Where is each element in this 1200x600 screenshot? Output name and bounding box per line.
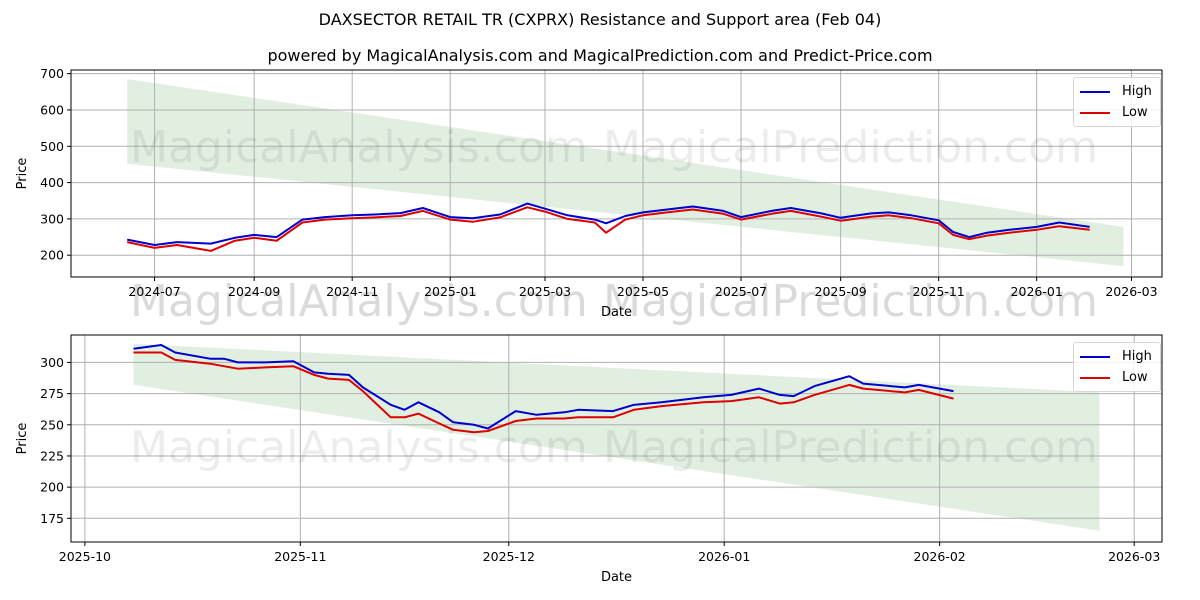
legend-low-label: Low — [1122, 105, 1148, 120]
y-tick-label: 500 — [40, 139, 64, 154]
resistance-support-band — [133, 343, 1100, 531]
x-tick-label: 2025-01 — [424, 284, 476, 299]
y-tick-label: 300 — [40, 211, 64, 226]
chart-panel-2: 175 200 225 250 275 300 2025-10 2025-11 2025-12 2… — [15, 276, 1163, 585]
watermark: MagicalPrediction.com — [603, 122, 1098, 173]
series-high — [133, 344, 954, 430]
watermark: MagicalAnalysis.com — [130, 276, 588, 327]
x-tick-label: 2025-12 — [483, 549, 535, 564]
x-tick-label: 2026-01 — [1011, 284, 1063, 299]
y-tick-label: 275 — [40, 386, 64, 401]
legend-high-label: High — [1122, 349, 1152, 364]
x-tick-label: 2026-03 — [1108, 549, 1160, 564]
legend-low-swatch — [1080, 376, 1110, 379]
x-tick-label: 2025-11 — [913, 284, 965, 299]
watermark: MagicalPrediction.com — [603, 422, 1098, 473]
x-tick-label: 2025-09 — [815, 284, 867, 299]
x-tick-label: 2025-03 — [519, 284, 571, 299]
axes-frame — [70, 69, 1163, 278]
y-axis-label: Price — [15, 158, 30, 190]
x-tick-label: 2024-07 — [128, 284, 180, 299]
x-tick-label: 2026-01 — [698, 549, 750, 564]
y-axis-label: Price — [15, 423, 30, 455]
series-low — [133, 351, 954, 434]
x-tick-label: 2024-11 — [326, 284, 378, 299]
axes-frame — [70, 334, 1163, 543]
legend-low-label: Low — [1122, 370, 1148, 385]
legend-high-label: High — [1122, 84, 1152, 99]
legend-low-swatch — [1080, 111, 1110, 114]
x-tick-label: 2025-07 — [715, 284, 767, 299]
x-tick-label: 2026-03 — [1105, 284, 1157, 299]
legend-bottom: High Low — [1073, 342, 1161, 392]
watermark: MagicalPrediction.com — [603, 276, 1098, 327]
y-tick-label: 200 — [40, 480, 64, 495]
legend-high-swatch — [1080, 355, 1110, 358]
x-tick-label: 2025-10 — [59, 549, 111, 564]
watermark: MagicalAnalysis.com — [130, 122, 588, 173]
y-tick-label: 175 — [40, 511, 64, 526]
x-tick-label: 2026-02 — [914, 549, 966, 564]
y-tick-label: 400 — [40, 175, 64, 190]
series-low — [126, 206, 1090, 252]
watermark: MagicalAnalysis.com — [130, 276, 588, 327]
y-tick-label: 600 — [40, 102, 64, 117]
x-axis-label: Date — [601, 570, 632, 585]
y-tick-label: 250 — [40, 417, 64, 432]
x-tick-label: 2025-05 — [617, 284, 669, 299]
chart-subtitle: powered by MagicalAnalysis.com and Magic… — [267, 46, 933, 65]
x-tick-label: 2025-11 — [274, 549, 326, 564]
y-tick-label: 225 — [40, 448, 64, 463]
legend-top: High Low — [1073, 77, 1161, 127]
watermark: MagicalPrediction.com — [603, 276, 1098, 327]
legend-high-swatch — [1080, 90, 1110, 93]
series-high — [127, 202, 1090, 246]
chart-panel-1: 200 300 400 500 600 700 2024-07 2024-09 2024-11 2… — [15, 66, 1163, 327]
x-tick-label: 2024-09 — [228, 284, 280, 299]
chart-title: DAXSECTOR RETAIL TR (CXPRX) Resistance a… — [318, 10, 882, 29]
x-axis-label: Date — [601, 305, 632, 320]
watermark: MagicalAnalysis.com — [130, 422, 588, 473]
y-tick-label: 300 — [40, 355, 64, 370]
y-tick-label: 700 — [40, 66, 64, 81]
y-tick-label: 200 — [40, 248, 64, 263]
